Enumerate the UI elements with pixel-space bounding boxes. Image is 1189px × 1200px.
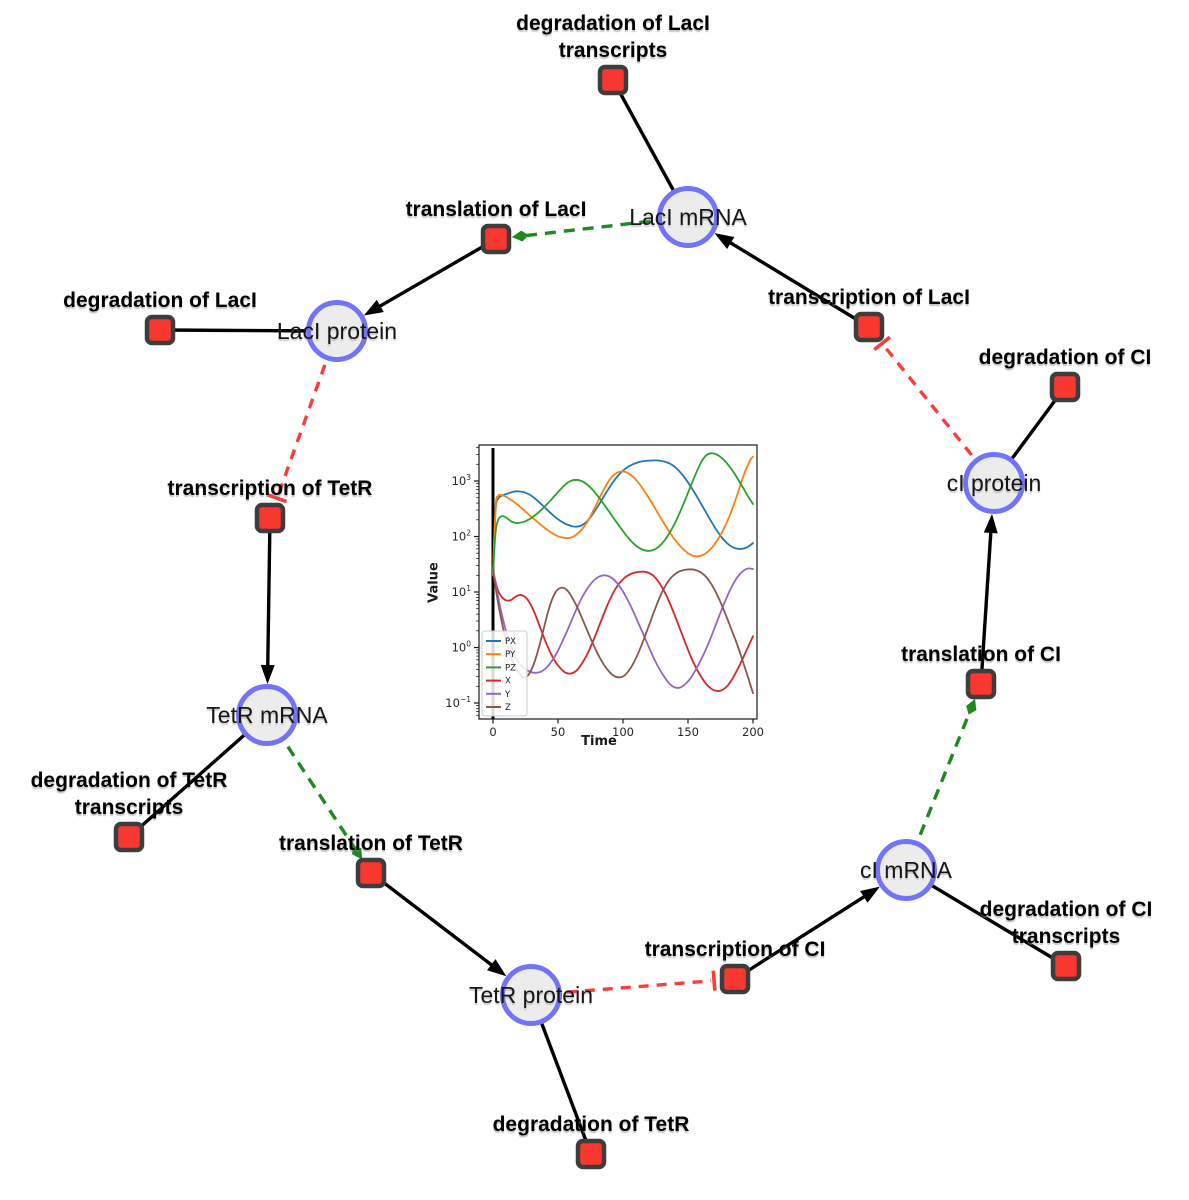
- series-PY-line: [492, 455, 754, 577]
- chart-x-axis-label: Time: [581, 734, 617, 749]
- label-ci-mrna: cI mRNA: [860, 857, 953, 883]
- y-tick-label: 103: [452, 473, 472, 488]
- edge-laci-mrna-translation-laci-arrowhead-icon: [511, 230, 529, 242]
- node-tetr-mrna[interactable]: [236, 684, 298, 746]
- x-tick-label: 50: [551, 725, 566, 739]
- node-transcription-ci[interactable]: [719, 963, 751, 995]
- edge-ci-mrna-deg-ci-tx: [905, 868, 1067, 968]
- label-deg-ci-tx: degradation of CI: [980, 898, 1153, 921]
- label-deg-laci: degradation of LacI: [63, 289, 257, 312]
- timeseries-chart: 0 50 100 150 200 10−1 100 101 102 103 PX PY PZ XYZ: [425, 438, 773, 768]
- node-laci-mrna[interactable]: [657, 186, 719, 248]
- edge-tetr-protein-transcription-ci-tbar-icon: [711, 970, 717, 991]
- edge-translation-ci-ci-protein-arrowhead-icon: [983, 513, 998, 534]
- y-tick-label: 100: [452, 640, 472, 655]
- label-ci-protein: cI protein: [947, 470, 1042, 496]
- edge-translation-tetr-tetr-protein: [369, 871, 495, 968]
- x-tick-label: 100: [612, 725, 634, 739]
- label-laci-protein: LacI protein: [277, 318, 397, 344]
- legend-label-PZ: PZ: [505, 663, 516, 673]
- label-transcription-laci: transcription of LacI: [768, 286, 970, 309]
- node-deg-ci[interactable]: [1049, 371, 1081, 403]
- node-translation-tetr[interactable]: [355, 857, 387, 889]
- label-tetr-mrna: TetR mRNA: [206, 702, 328, 728]
- node-translation-laci[interactable]: [480, 223, 512, 255]
- edge-tetr-mrna-translation-tetr-arrowhead-icon: [352, 845, 363, 860]
- edge-ci-protein-transcription-laci-tbar-icon: [873, 335, 892, 352]
- edge-laci-protein-transcription-tetr: [276, 330, 339, 496]
- node-translation-ci[interactable]: [965, 668, 997, 700]
- edge-laci-protein-transcription-tetr-tbar-icon: [267, 493, 288, 504]
- label-deg-laci-tx: degradation of LacI: [516, 12, 710, 35]
- node-deg-laci[interactable]: [144, 314, 176, 346]
- label-tetr-protein: TetR protein: [469, 982, 593, 1008]
- node-deg-laci-tx[interactable]: [597, 64, 629, 96]
- node-transcription-tetr[interactable]: [254, 502, 286, 534]
- y-tick-label: 10−1: [445, 695, 471, 710]
- edge-tetr-protein-transcription-ci: [530, 979, 712, 997]
- node-deg-tetr-tx[interactable]: [113, 821, 145, 853]
- edge-transcription-ci-ci-mrna-arrowhead-icon: [860, 886, 880, 903]
- series-PZ-line: [492, 452, 754, 577]
- timeseries-inset: 0 50 100 150 200 10−1 100 101 102 103 PX PY PZ X Y Z Ti…: [425, 438, 773, 768]
- legend-label-PX: PX: [505, 637, 516, 647]
- y-tick-label: 101: [452, 584, 472, 599]
- label-translation-tetr: translation of TetR: [279, 832, 463, 855]
- edge-translation-laci-laci-protein-arrowhead-icon: [363, 299, 384, 316]
- chart-axes-box: [478, 444, 758, 720]
- edge-transcription-tetr-tetr-mrna: [266, 517, 272, 669]
- edge-translation-ci-ci-protein: [979, 529, 993, 685]
- node-ci-mrna[interactable]: [875, 839, 937, 901]
- node-deg-ci-tx[interactable]: [1050, 950, 1082, 982]
- y-tick-label: 102: [452, 529, 472, 544]
- label-deg-tetr-tx: transcripts: [75, 796, 184, 819]
- legend-label-Y: Y: [504, 690, 511, 700]
- edge-transcription-laci-laci-mrna-arrowhead-icon: [714, 233, 735, 249]
- edge-transcription-laci-laci-mrna: [727, 239, 870, 329]
- label-deg-tetr: degradation of TetR: [493, 1113, 690, 1136]
- label-deg-tetr-tx: degradation of TetR: [31, 769, 228, 792]
- x-tick-label: 200: [742, 725, 764, 739]
- label-laci-mrna: LacI mRNA: [629, 204, 747, 230]
- node-deg-tetr[interactable]: [575, 1138, 607, 1170]
- edge-ci-mrna-translation-ci-arrowhead-icon: [966, 698, 977, 715]
- series-PX-line: [492, 459, 754, 577]
- edge-transcription-tetr-tetr-mrna-arrowhead-icon: [260, 664, 275, 685]
- x-tick-label: 150: [677, 725, 699, 739]
- label-translation-ci: translation of CI: [901, 643, 1061, 666]
- edge-ci-protein-transcription-laci: [882, 344, 996, 485]
- label-deg-laci-tx: transcripts: [559, 39, 668, 62]
- node-transcription-laci[interactable]: [853, 311, 885, 343]
- label-deg-ci: degradation of CI: [979, 346, 1152, 369]
- edge-translation-laci-laci-protein: [376, 237, 497, 309]
- edge-translation-tetr-tetr-protein-arrowhead-icon: [486, 959, 507, 977]
- legend-label-Z: Z: [505, 703, 511, 713]
- series-X-line: [492, 569, 754, 692]
- label-translation-laci: translation of LacI: [406, 198, 587, 221]
- label-transcription-tetr: transcription of TetR: [168, 477, 373, 500]
- legend-label-X: X: [505, 677, 511, 687]
- x-tick-label: 0: [489, 725, 496, 739]
- node-ci-protein[interactable]: [963, 452, 1025, 514]
- node-laci-protein[interactable]: [306, 300, 368, 362]
- edge-transcription-ci-ci-mrna: [734, 893, 868, 981]
- label-deg-ci-tx: transcripts: [1012, 925, 1121, 948]
- node-tetr-protein[interactable]: [500, 964, 562, 1026]
- legend-label-PY: PY: [505, 650, 516, 660]
- label-transcription-ci: transcription of CI: [645, 938, 826, 961]
- chart-y-axis-label: Value: [426, 562, 442, 603]
